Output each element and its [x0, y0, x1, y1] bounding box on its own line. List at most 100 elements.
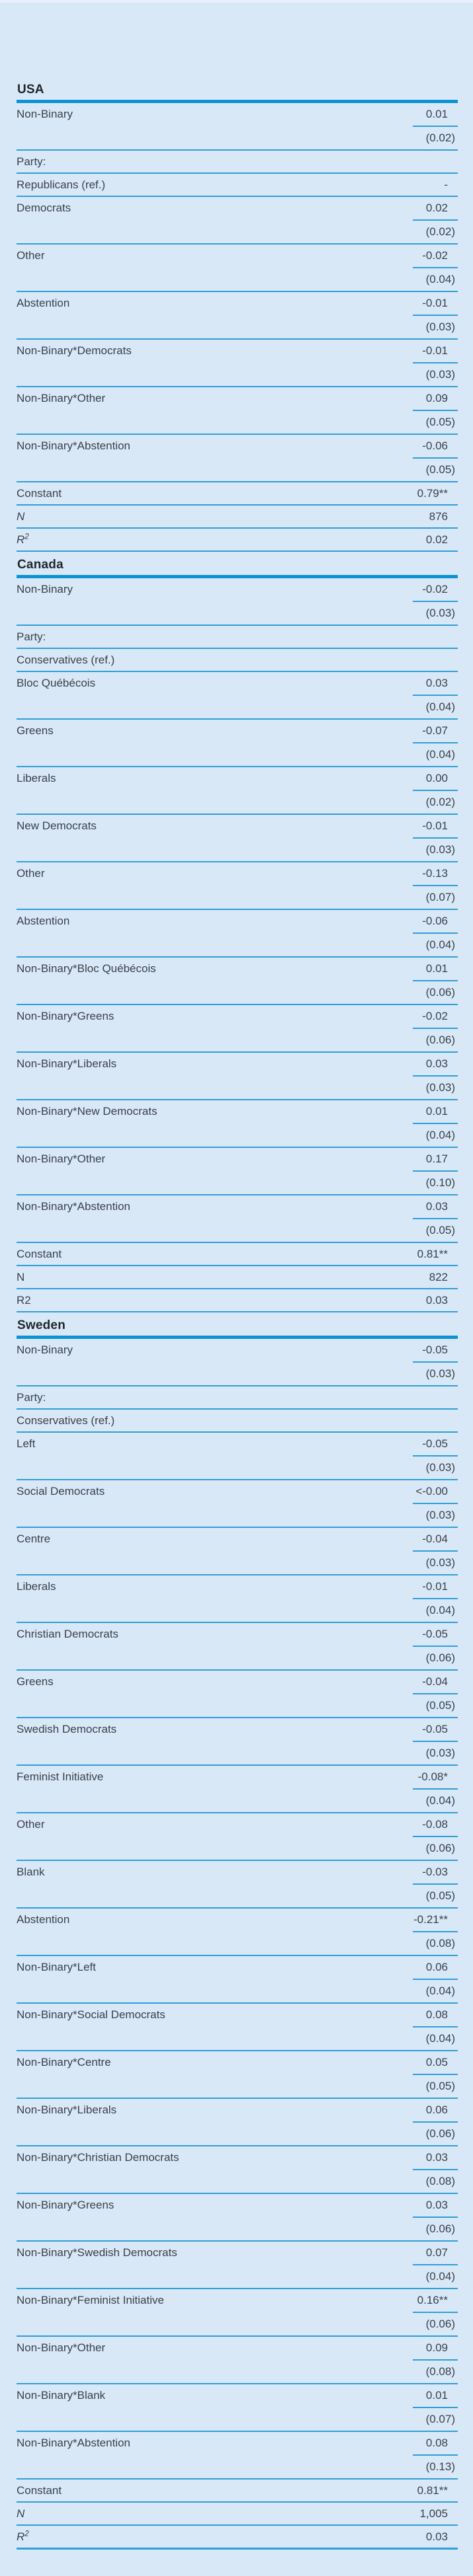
row-label: New Democrats: [17, 819, 97, 833]
value-underline: [413, 1693, 458, 1694]
row-label-text: Other: [17, 867, 45, 880]
row-label-text: Non-Binary*Abstention: [17, 439, 130, 452]
row-label-text: N: [17, 1270, 25, 1283]
table-row: Greens -0.04 (0.05): [17, 1671, 458, 1718]
table-row: Non-Binary*Blank 0.01 (0.07): [17, 2384, 458, 2432]
row-value: -0.01: [422, 819, 448, 832]
row-label-text: Democrats: [17, 202, 71, 214]
value-underline: [413, 695, 458, 696]
table-row: Democrats 0.02 (0.02): [17, 197, 458, 245]
row-value: 0.03: [425, 1293, 448, 1307]
table-row: Liberals 0.00 (0.02): [17, 767, 458, 815]
row-value: -0.21**: [413, 1913, 448, 1926]
value-underline: [413, 742, 458, 743]
standard-error-line: (0.03): [17, 839, 458, 861]
superscript: 2: [24, 532, 29, 541]
row-label: Democrats: [17, 202, 71, 215]
row-se: (0.04): [425, 938, 455, 951]
row-label-text: N: [17, 510, 25, 523]
table-row: Non-Binary*Greens -0.02 (0.06): [17, 1005, 458, 1053]
row-value: 0.01: [425, 962, 448, 975]
row-se: (0.05): [425, 2080, 455, 2092]
row-se: (0.04): [425, 1985, 455, 1997]
row-label-text: R: [17, 2530, 25, 2543]
row-label-text: N: [17, 2507, 25, 2520]
row-label-text: Greens: [17, 724, 54, 737]
row-label-text: Liberals: [17, 772, 56, 784]
value-underline: [413, 2264, 458, 2265]
row-value: 0.01: [425, 2389, 448, 2402]
row-se: (0.04): [425, 2032, 455, 2045]
row-label: Non-Binary*Liberals: [17, 1057, 116, 1071]
value-underline: [413, 1170, 458, 1172]
table-row: Party:: [17, 151, 458, 174]
row-se: (0.08): [425, 2365, 455, 2378]
row-value: 0.02: [425, 533, 448, 546]
row-label-text: Non-Binary*Social Democrats: [17, 2008, 165, 2021]
row-label: Greens: [17, 724, 54, 738]
table-row: N 876: [17, 506, 458, 529]
standard-error-line: (0.06): [17, 2313, 458, 2335]
row-value: 0.07: [425, 2246, 448, 2259]
row-label-text: Swedish Democrats: [17, 1723, 117, 1735]
row-label: Swedish Democrats: [17, 1723, 116, 1736]
standard-error-line: (0.06): [17, 1647, 458, 1669]
standard-error-line: (0.03): [17, 1457, 458, 1479]
coefficient-line: Non-Binary*Feminist Initiative 0.16**: [17, 2289, 458, 2312]
row-se: (0.06): [425, 986, 455, 999]
row-value: 0.03: [425, 2151, 448, 2164]
table-row: Swedish Democrats -0.05 (0.03): [17, 1718, 458, 1766]
table-row: N 1,005: [17, 2503, 458, 2526]
value-underline: [413, 1218, 458, 1219]
row-label-text: Non-Binary*Feminist Initiative: [17, 2294, 164, 2306]
row-value: 0.09: [425, 392, 448, 404]
country-section: USA Non-Binary 0.01 (0.02) Party: Republicans…: [17, 77, 458, 552]
coefficient-line: Non-Binary*Democrats -0.01: [17, 340, 458, 362]
country-section: Canada Non-Binary -0.02 (0.03) Party: Conserv…: [17, 552, 458, 1312]
row-label: Non-Binary*Left: [17, 1961, 96, 1974]
row-label-text: Abstention: [17, 1913, 70, 1926]
coefficient-line: Non-Binary*Abstention -0.06: [17, 435, 458, 457]
standard-error-line: (0.04): [17, 1980, 458, 2002]
row-label: R2: [17, 533, 29, 547]
row-label: Constant: [17, 487, 62, 500]
row-label: Non-Binary*Other: [17, 392, 105, 405]
row-label-text: Other: [17, 249, 45, 262]
row-label-text: Non-Binary*Bloc Québécois: [17, 962, 156, 975]
coefficient-line: Swedish Democrats -0.05: [17, 1718, 458, 1741]
table-row: Christian Democrats -0.05 (0.06): [17, 1623, 458, 1671]
row-label-text: R: [17, 533, 25, 546]
row-se: (0.03): [425, 1509, 455, 1521]
row-value: 0.17: [425, 1153, 448, 1165]
row-se: (0.03): [425, 1081, 455, 1094]
row-value: 0.03: [425, 677, 448, 689]
row-value: 0.02: [425, 202, 448, 214]
row-value: 0.03: [425, 2530, 448, 2543]
row-value: -0.08*: [417, 1770, 448, 1783]
row-value: -0.05: [422, 1628, 448, 1640]
value-underline: [413, 1598, 458, 1599]
standard-error-line: (0.05): [17, 1694, 458, 1717]
regression-table: USA Non-Binary 0.01 (0.02) Party: Republicans…: [17, 77, 458, 2550]
row-se: (0.13): [425, 2460, 455, 2473]
table-row: Abstention -0.06 (0.04): [17, 910, 458, 958]
row-se: (0.03): [425, 843, 455, 856]
value-underline: [413, 2407, 458, 2408]
standard-error-line: (0.05): [17, 411, 458, 434]
row-value: 0.01: [425, 1105, 448, 1118]
row-label-text: Non-Binary: [17, 1344, 73, 1356]
row-label: Other: [17, 867, 45, 880]
standard-error-line: (0.04): [17, 1124, 458, 1147]
row-se: (0.05): [425, 1889, 455, 1902]
row-label: Non-Binary*Bloc Québécois: [17, 962, 156, 975]
coefficient-line: Left -0.05: [17, 1433, 458, 1455]
value-underline: [413, 790, 458, 791]
row-value: -0.06: [422, 915, 448, 927]
table-row: Abstention -0.21** (0.08): [17, 1909, 458, 1956]
row-label: Greens: [17, 1675, 54, 1688]
coefficient-line: Non-Binary*Other 0.09: [17, 2337, 458, 2359]
standard-error-line: (0.03): [17, 1552, 458, 1574]
row-se: (0.05): [425, 416, 455, 428]
table-row: Liberals -0.01 (0.04): [17, 1575, 458, 1623]
row-label: Non-Binary*Other: [17, 2341, 105, 2355]
